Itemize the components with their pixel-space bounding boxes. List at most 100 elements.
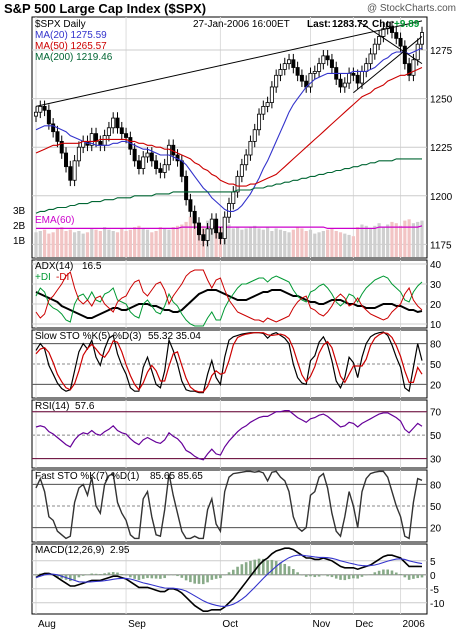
candle-body	[59, 140, 64, 154]
candle-body	[115, 117, 120, 129]
minus-di-label: -DI	[56, 272, 69, 283]
volume-bar	[253, 225, 257, 257]
candle-body	[205, 228, 210, 241]
volume-bar	[274, 228, 278, 257]
candle-body	[51, 123, 56, 133]
volume-bar	[34, 232, 38, 257]
candle-body	[158, 168, 163, 173]
candle-body	[291, 59, 296, 68]
macd-histogram-bar	[34, 574, 38, 576]
adx-value: 16.5	[82, 261, 102, 272]
candle-body	[102, 135, 107, 146]
volume-bar	[364, 225, 368, 257]
volume-bar	[356, 227, 360, 257]
candle-body	[209, 218, 214, 230]
volume-bar	[133, 227, 137, 257]
volume-bar	[330, 228, 334, 257]
chart-title: S&P 500 Large Cap Index ($SPX)	[4, 1, 207, 16]
macd-histogram-bar	[420, 574, 424, 578]
macd-histogram-bar	[283, 563, 287, 575]
volume-bar	[103, 227, 107, 257]
y-tick-label: 30	[430, 455, 442, 466]
candle-body	[235, 175, 240, 193]
copyright-notice: @ StockCharts.com	[366, 3, 456, 14]
candle-body	[188, 199, 193, 212]
volume-axis-label-2b: 2B	[13, 221, 26, 232]
ma200-legend: MA(200) 1219.46	[35, 52, 113, 63]
macd-histogram-bar	[146, 574, 149, 579]
candle-body	[342, 82, 347, 88]
candle-body	[76, 146, 81, 162]
volume-bar	[291, 229, 295, 257]
volume-bar	[308, 229, 313, 257]
ma50-legend: MA(50) 1265.57	[35, 41, 107, 52]
fast-sto-label: Fast STO %K(7) %D(1)	[35, 471, 139, 482]
volume-bar	[163, 228, 167, 257]
volume-bar	[261, 229, 265, 257]
fast-k-line	[35, 470, 423, 540]
macd-signal-line	[35, 554, 423, 607]
macd-histogram-bar	[292, 569, 295, 575]
candle-body	[119, 127, 124, 135]
slow-sto-value: 55.32 35.04	[148, 331, 201, 342]
y-tick-label: 20	[430, 380, 442, 391]
volume-bar	[283, 231, 287, 257]
candle-body	[269, 86, 274, 103]
volume-bar	[321, 231, 325, 257]
macd-histogram-bar	[86, 574, 89, 576]
candle-body	[136, 160, 141, 169]
macd-label: MACD(12,26,9)	[35, 545, 104, 556]
macd-line	[35, 547, 423, 613]
volume-bar	[403, 220, 407, 257]
macd-histogram-bar	[373, 572, 377, 575]
rsi-line	[35, 410, 423, 461]
y-tick-label: 1200	[430, 192, 453, 203]
chg-value: +9.89	[394, 19, 420, 30]
macd-histogram-bar	[352, 574, 355, 579]
candle-body	[317, 63, 322, 72]
macd-histogram-bar	[206, 574, 209, 583]
volume-bar	[154, 231, 158, 257]
candle-body	[222, 216, 227, 239]
candle-body	[244, 154, 249, 166]
macd-histogram-bar	[124, 574, 128, 576]
candle-body	[184, 175, 189, 201]
candle-body	[55, 131, 60, 142]
macd-histogram-bar	[382, 569, 385, 575]
volume-bar	[373, 225, 377, 257]
volume-bar	[313, 233, 317, 257]
volume-bar	[377, 223, 381, 257]
macd-histogram-bar	[399, 574, 402, 575]
macd-histogram-bar	[369, 574, 372, 575]
candle-body	[411, 59, 416, 76]
candle-body	[364, 63, 369, 72]
volume-bar	[343, 233, 347, 257]
candle-body	[154, 160, 159, 169]
month-label: Sep	[128, 619, 146, 630]
volume-bar	[270, 231, 274, 257]
trendline	[357, 20, 423, 65]
macd-histogram-bar	[176, 574, 179, 577]
candle-body	[231, 191, 236, 204]
volume-bar	[60, 227, 64, 257]
ma20-legend: MA(20) 1275.59	[35, 30, 107, 41]
month-label: 2006	[403, 619, 426, 630]
macd-histogram-bar	[347, 574, 351, 580]
macd-histogram-bar	[184, 574, 188, 581]
candle-body	[34, 111, 39, 117]
last-value: 1283.72	[332, 19, 369, 30]
macd-histogram-bar	[137, 574, 141, 581]
macd-histogram-bar	[103, 573, 106, 575]
y-tick-label: 1275	[430, 46, 453, 57]
macd-histogram-bar	[141, 574, 145, 579]
candle-body	[389, 26, 394, 33]
candle-body	[312, 71, 317, 74]
volume-bar	[128, 229, 132, 257]
volume-bar	[158, 227, 162, 257]
volume-bar	[210, 224, 214, 257]
y-tick-label: -5	[430, 585, 439, 596]
macd-histogram-bar	[116, 572, 119, 575]
candle-body	[398, 37, 403, 47]
macd-histogram-bar	[257, 558, 261, 575]
candle-body	[239, 164, 244, 177]
